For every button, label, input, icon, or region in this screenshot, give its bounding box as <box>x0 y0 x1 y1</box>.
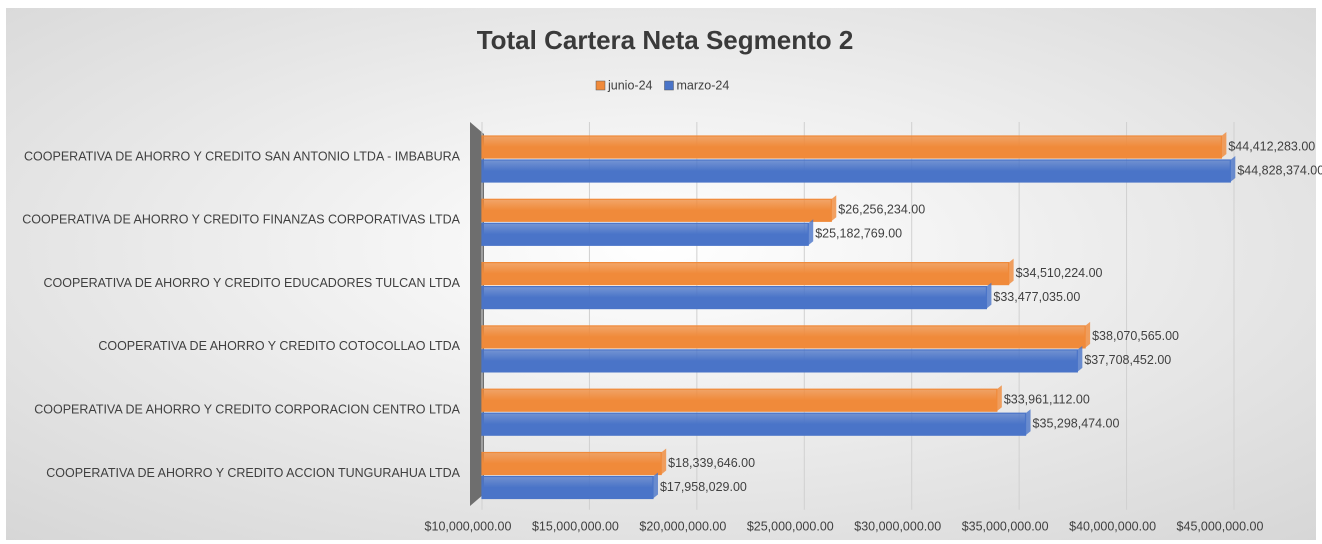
value-label: $35,298,474.00 <box>1033 416 1120 430</box>
value-label: $38,070,565.00 <box>1092 329 1179 343</box>
x-tick-label: $45,000,000.00 <box>1177 519 1264 533</box>
value-label: $34,510,224.00 <box>1016 266 1103 280</box>
bar <box>481 475 654 500</box>
bar-side <box>1221 132 1227 158</box>
y-tick-label: COOPERATIVA DE AHORRO Y CREDITO EDUCADOR… <box>43 276 460 290</box>
legend-swatch <box>664 80 674 91</box>
axis-wall <box>470 122 484 506</box>
y-tick-label: COOPERATIVA DE AHORRO Y CREDITO CORPORAC… <box>34 402 460 416</box>
bar <box>481 135 1222 159</box>
bar <box>481 325 1086 349</box>
bar-side <box>831 195 837 222</box>
x-tick-label: $10,000,000.00 <box>425 519 512 533</box>
bar-side <box>808 219 814 246</box>
bar <box>481 451 662 476</box>
bar <box>481 286 988 310</box>
x-tick-label: $40,000,000.00 <box>1069 519 1156 533</box>
bar-side <box>1025 409 1031 436</box>
x-tick-label: $30,000,000.00 <box>854 519 941 533</box>
value-label: $33,961,112.00 <box>1004 392 1090 406</box>
value-label: $37,708,452.00 <box>1084 353 1171 367</box>
y-tick-label: COOPERATIVA DE AHORRO Y CREDITO COTOCOLL… <box>98 339 460 353</box>
bar <box>481 262 1010 286</box>
bar-side <box>1230 156 1236 182</box>
value-label: $44,828,374.00 <box>1237 163 1322 177</box>
value-label: $25,182,769.00 <box>815 227 902 241</box>
bar-side <box>661 448 667 475</box>
y-tick-label: COOPERATIVA DE AHORRO Y CREDITO ACCION T… <box>46 466 460 480</box>
value-label: $26,256,234.00 <box>838 203 925 217</box>
legend-swatch <box>595 80 606 91</box>
bar-side <box>996 385 1002 412</box>
x-tick-label: $15,000,000.00 <box>532 519 619 533</box>
legend-label: marzo-24 <box>676 78 729 92</box>
bar <box>481 388 998 412</box>
value-label: $44,412,283.00 <box>1228 139 1315 153</box>
x-tick-label: $20,000,000.00 <box>639 519 726 533</box>
bar-side <box>1077 345 1083 372</box>
bar-side <box>986 282 992 309</box>
bar-side <box>1008 258 1014 285</box>
y-tick-label: COOPERATIVA DE AHORRO Y CREDITO FINANZAS… <box>22 213 460 227</box>
legend-label: junio-24 <box>607 78 653 92</box>
value-label: $17,958,029.00 <box>660 480 747 494</box>
bar <box>481 198 832 222</box>
bar <box>481 159 1231 183</box>
chart-title: Total Cartera Neta Segmento 2 <box>477 25 854 55</box>
bar-side <box>652 472 658 499</box>
bar <box>481 412 1027 436</box>
y-tick-label: COOPERATIVA DE AHORRO Y CREDITO SAN ANTO… <box>24 149 461 163</box>
value-label: $33,477,035.00 <box>993 290 1080 304</box>
bar-side <box>1085 321 1091 348</box>
x-tick-label: $35,000,000.00 <box>962 519 1049 533</box>
value-label: $18,339,646.00 <box>668 456 755 470</box>
x-tick-label: $25,000,000.00 <box>747 519 834 533</box>
bar <box>481 349 1078 373</box>
bar <box>481 222 809 246</box>
